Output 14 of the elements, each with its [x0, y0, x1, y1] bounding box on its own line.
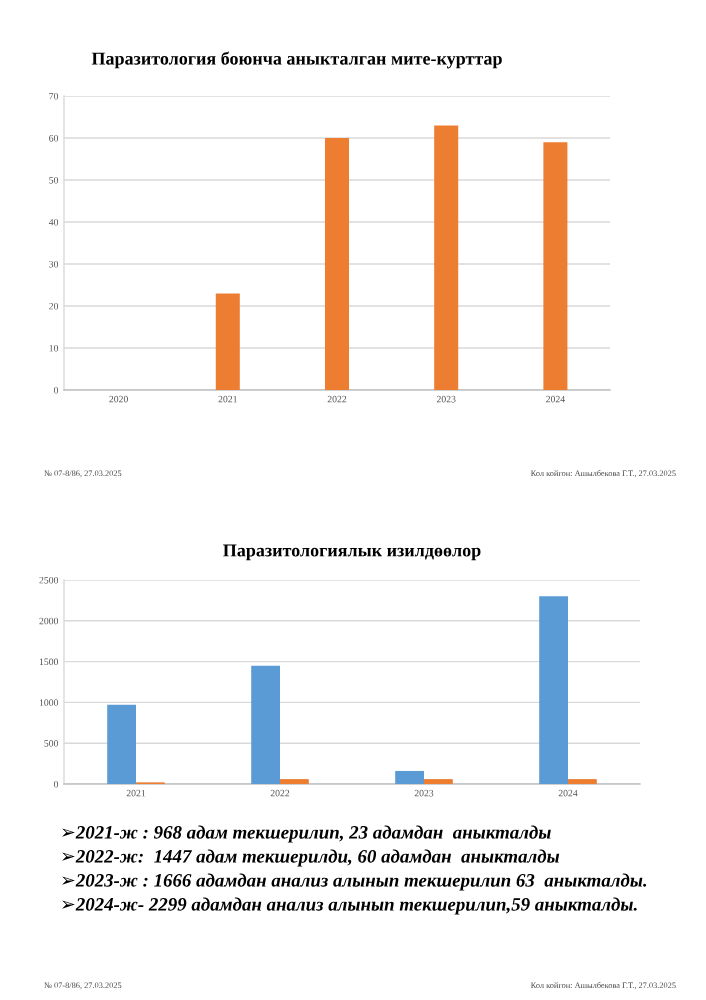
bar [543, 142, 568, 390]
bar [539, 596, 568, 784]
text: ➢2024-ж- 2299 адамдан анализ алынып текшерилип,59 аныкталды. [62, 897, 637, 915]
bar [251, 665, 280, 784]
chart-title: Паразитологиялык изилдөөлор [223, 544, 481, 561]
bar [324, 138, 350, 390]
bar [107, 704, 136, 784]
bar [395, 770, 424, 784]
chart-title: Паразитология боюнча аныкталган мите-курттар [91, 51, 502, 69]
text: ➢2021-ж : 968 адам текшерилип, 23 адамдан аныкталды [62, 825, 551, 843]
text: ➢2022-ж: 1447 адам текшерилди, 60 адамдан аныкталды [62, 849, 560, 867]
text: ➢2023-ж : 1666 адамдан анализ алынып текшерилип 63 аныкталды. [62, 873, 647, 891]
bar [215, 293, 240, 390]
bar [434, 125, 459, 390]
